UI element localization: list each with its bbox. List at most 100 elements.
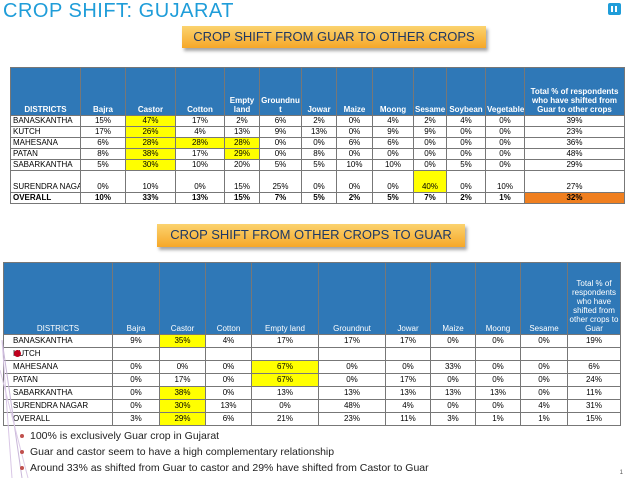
value-cell: 10% [485,170,525,193]
table-row: KUTCH [3,347,621,361]
value-cell: 0% [372,170,414,193]
value-cell: 0% [318,360,386,374]
table-row: SABARKANTHA 0% 38% 0% 13% 13% 13% 13% 13% 0% 11% [3,386,621,400]
value-cell: 17% [159,373,206,387]
header-vegetable: Vegetable [485,67,525,116]
value-cell: 0% [251,399,319,413]
value-cell [385,347,431,361]
header-bajra: Bajra [112,262,160,335]
district-cell: SURENDRA NAGAR [10,170,81,193]
value-cell [251,347,319,361]
value-cell: 0% [205,373,252,387]
value-cell: 4% [372,115,414,127]
value-cell [159,347,206,361]
decorative-lines [0,340,29,478]
page-number: 1 [619,470,623,476]
header-groundnut: Groundnu t [259,67,302,116]
district-cell: SABARKANTHA [10,159,81,171]
header-cotton: Cotton [175,67,225,116]
value-cell: 0% [112,360,160,374]
table-row: MAHESANA 6% 28% 28% 28% 0% 0% 6% 6% 0% 0% 0% 36% [10,137,625,149]
value-cell: 1% [475,412,521,426]
value-cell: 0% [520,373,568,387]
header-districts: DISTRICTS [10,67,81,116]
value-cell: 0% [485,159,525,171]
value-cell: 29% [159,412,206,426]
value-cell: 13% [301,126,337,138]
value-cell: 0% [159,360,206,374]
value-cell: 28% [224,137,260,149]
value-cell: 4% [385,399,431,413]
value-cell: 48% [524,148,625,160]
header-total: Total % of respondents who have shifted … [524,67,625,116]
value-cell: 5% [301,159,337,171]
note-item: Guar and castor seem to have a high comp… [20,444,429,460]
value-cell: 0% [385,360,431,374]
value-cell [430,347,476,361]
value-cell: 6% [336,137,373,149]
value-cell [520,347,568,361]
header-jowar: Jowar [301,67,337,116]
value-cell: 11% [567,386,621,400]
value-cell: 1% [520,412,568,426]
value-cell: 4% [520,399,568,413]
banner-guar-to-other: CROP SHIFT FROM GUAR TO OTHER CROPS [182,26,486,48]
value-cell: 0% [205,386,252,400]
value-cell: 6% [372,137,414,149]
value-cell [205,347,252,361]
value-cell: 0% [430,334,476,348]
value-cell: 1% [485,192,525,204]
table-other-to-guar: DISTRICTS Bajra Castor Cotton Empty land… [3,262,621,426]
table-header-row: DISTRICTS Bajra Castor Cotton Empty land… [3,262,621,335]
value-cell: 9% [112,334,160,348]
value-cell: 0% [485,148,525,160]
value-cell: 0% [318,373,386,387]
pause-icon[interactable] [608,3,621,15]
value-cell: 10% [80,192,126,204]
value-cell: 0% [446,148,486,160]
value-cell: 0% [112,386,160,400]
value-cell: 30% [125,159,176,171]
value-cell: 23% [524,126,625,138]
header-empty-land: Empty land [251,262,319,335]
value-cell: 31% [567,399,621,413]
value-cell: 8% [301,148,337,160]
value-cell: 0% [520,334,568,348]
value-cell: 0% [175,170,225,193]
value-cell: 4% [205,334,252,348]
value-cell: 5% [259,159,302,171]
value-cell: 13% [205,399,252,413]
value-cell: 15% [224,170,260,193]
value-cell: 0% [485,137,525,149]
value-cell: 0% [446,137,486,149]
header-moong: Moong [475,262,521,335]
value-cell: 5% [301,192,337,204]
value-cell: 9% [372,126,414,138]
value-cell: 13% [175,192,225,204]
value-cell: 0% [112,399,160,413]
value-cell: 0% [485,115,525,127]
notes-list: 100% is exclusively Guar crop in Gujarat… [20,428,429,476]
value-cell: 2% [301,115,337,127]
value-cell: 0% [336,170,373,193]
value-cell: 13% [475,386,521,400]
header-moong: Moong [372,67,414,116]
value-cell: 0% [301,170,337,193]
value-cell: 11% [385,412,431,426]
header-bajra: Bajra [80,67,126,116]
value-cell: 48% [318,399,386,413]
value-cell: 47% [125,115,176,127]
header-districts: DISTRICTS [3,262,113,335]
value-cell: 6% [205,412,252,426]
value-cell: 7% [413,192,447,204]
value-cell: 0% [475,360,521,374]
header-cotton: Cotton [205,262,252,335]
value-cell: 33% [430,360,476,374]
value-cell: 0% [413,137,447,149]
district-cell: OVERALL [3,412,113,426]
value-cell: 6% [567,360,621,374]
value-cell: 28% [175,137,225,149]
value-cell: 0% [475,334,521,348]
value-cell: 5% [372,192,414,204]
value-cell: 13% [224,126,260,138]
